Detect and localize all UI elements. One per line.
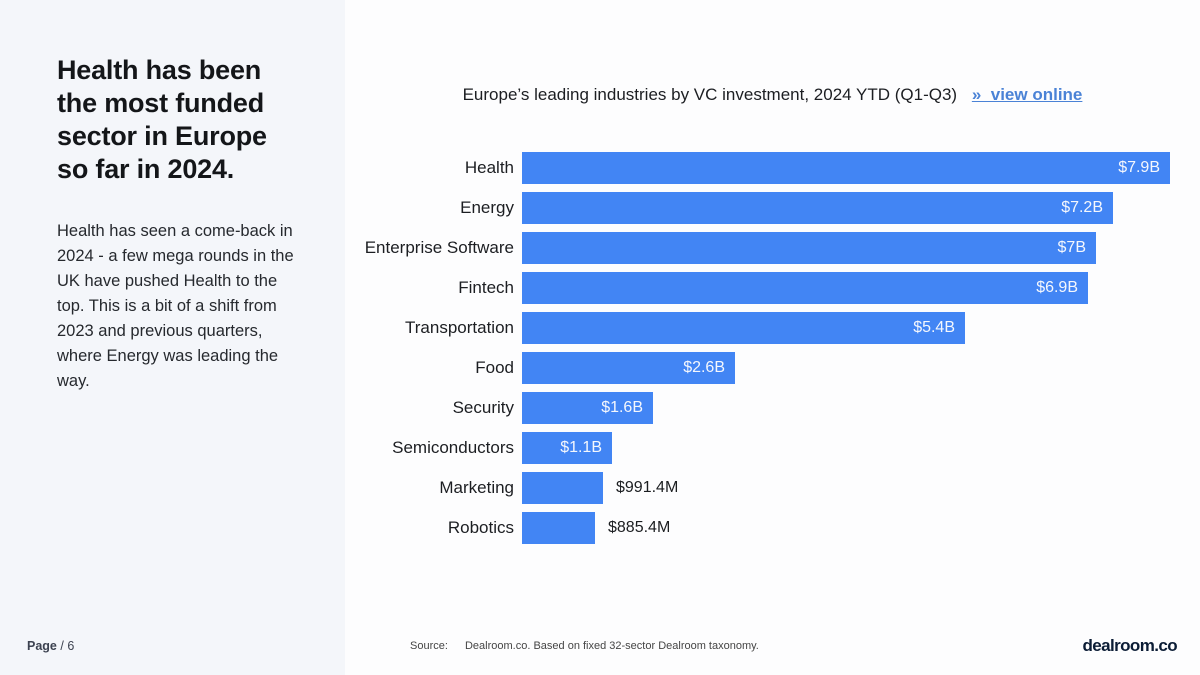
bar-value-label: $885.4M — [608, 519, 671, 536]
bar-value-label: $5.4B — [913, 319, 955, 336]
slide-title: Health has been the most funded sector i… — [57, 55, 267, 184]
chart-row: Semiconductors $1.1B — [345, 428, 1200, 468]
bar-track: $1.6B — [522, 392, 1200, 424]
bar-value-label: $7.2B — [1061, 199, 1103, 216]
chart-panel: Europe’s leading industries by VC invest… — [345, 0, 1200, 675]
bar-value-label: $1.6B — [601, 399, 643, 416]
chart-row: Transportation $5.4B — [345, 308, 1200, 348]
page-label: Page — [27, 639, 57, 653]
bar-category-label: Semiconductors — [392, 438, 514, 457]
chart-row: Health $7.9B — [345, 148, 1200, 188]
bar-track: $7.9B — [522, 152, 1200, 184]
chart-row: Enterprise Software $7B — [345, 228, 1200, 268]
page-number: / 6 — [60, 639, 75, 653]
bar: $7B — [522, 232, 1096, 264]
bar-chart: Health $7.9B Energy $7.2B Enterprise Softwar… — [345, 148, 1200, 548]
bar-value-label: $991.4M — [616, 479, 679, 496]
bar-category-label: Health — [464, 158, 514, 177]
bar — [522, 512, 595, 544]
bar-track: $6.9B — [522, 272, 1200, 304]
bar: $5.4B — [522, 312, 965, 344]
chart-row: Food $2.6B — [345, 348, 1200, 388]
bar-track: $885.4M — [522, 512, 1200, 544]
view-online-link[interactable]: » view online — [971, 85, 1083, 104]
bar-category-label: Transportation — [405, 318, 514, 337]
bar: $1.1B — [522, 432, 612, 464]
chart-title: Europe’s leading industries by VC invest… — [462, 85, 958, 104]
bar-category-label: Security — [452, 398, 514, 417]
bar-track: $1.1B — [522, 432, 1200, 464]
source-text: Dealroom.co. Based on fixed 32-sector De… — [464, 640, 759, 652]
bar-track: $5.4B — [522, 312, 1200, 344]
bar: $7.9B — [522, 152, 1170, 184]
chart-row: Energy $7.2B — [345, 188, 1200, 228]
bar-value-label: $6.9B — [1036, 279, 1078, 296]
source-label: Source: — [410, 640, 448, 652]
bar-value-label: $7B — [1057, 239, 1086, 256]
bar-category-label: Energy — [460, 198, 514, 217]
chart-row: Marketing $991.4M — [345, 468, 1200, 508]
bar: $6.9B — [522, 272, 1088, 304]
chart-row: Security $1.6B — [345, 388, 1200, 428]
bar-category-label: Food — [475, 358, 514, 377]
sidebar: Health has been the most funded sector i… — [0, 0, 345, 675]
bar-category-label: Robotics — [447, 518, 514, 537]
source-note: Source: Dealroom.co. Based on fixed 32-s… — [410, 640, 759, 652]
page-indicator: Page / 6 — [27, 639, 74, 653]
bar: $1.6B — [522, 392, 653, 424]
bar-value-label: $1.1B — [560, 439, 602, 456]
slide-commentary: Health has seen a come-back in 2024 - a … — [57, 222, 294, 390]
chart-row: Robotics $885.4M — [345, 508, 1200, 548]
bar — [522, 472, 603, 504]
bar-category-label: Fintech — [458, 278, 514, 297]
bar-track: $2.6B — [522, 352, 1200, 384]
bar-track: $7B — [522, 232, 1200, 264]
bar-track: $991.4M — [522, 472, 1200, 504]
bar-track: $7.2B — [522, 192, 1200, 224]
dealroom-logo: dealroom.co — [1082, 636, 1178, 655]
bar-category-label: Marketing — [439, 478, 514, 497]
bar-category-label: Enterprise Software — [364, 238, 514, 257]
chart-header: Europe’s leading industries by VC invest… — [345, 85, 1200, 105]
bar: $2.6B — [522, 352, 735, 384]
bar-value-label: $2.6B — [683, 359, 725, 376]
bar-value-label: $7.9B — [1118, 159, 1160, 176]
bar: $7.2B — [522, 192, 1113, 224]
chart-row: Fintech $6.9B — [345, 268, 1200, 308]
